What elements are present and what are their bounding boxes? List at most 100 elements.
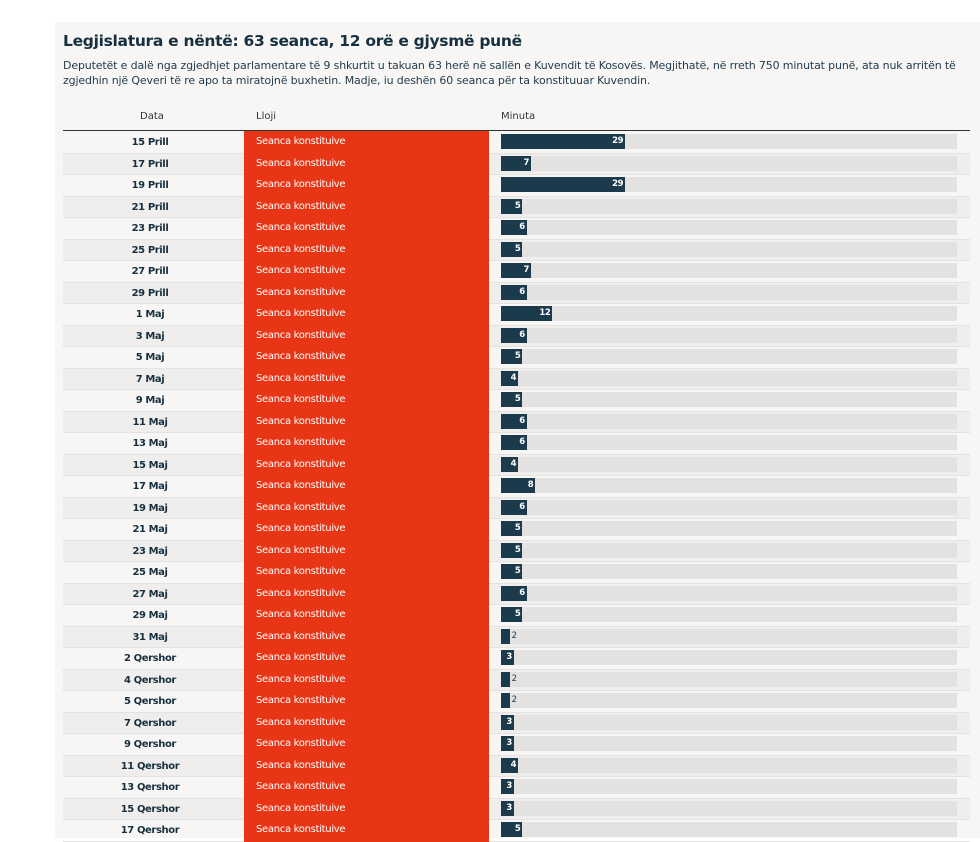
table-row: 5 Qershor Seanca konstituive 2 [63, 690, 970, 713]
table-row: 9 Maj Seanca konstituive 5 [63, 389, 970, 412]
minutes-bar [501, 456, 519, 472]
minutes-label: 3 [506, 738, 512, 748]
type-cell: Seanca konstituive [244, 195, 489, 218]
table-row: 15 Prill Seanca konstituive 29 [63, 131, 970, 154]
bar-track: 4 [501, 456, 957, 472]
bar-track: 29 [501, 177, 957, 192]
minutes-label: 29 [612, 136, 624, 146]
minutes-bar [501, 822, 523, 837]
minutes-bar [501, 413, 527, 429]
bar-track: 6 [501, 284, 957, 300]
minutes-bar [501, 134, 626, 149]
type-cell: Seanca konstituive [244, 346, 489, 369]
date-cell: 15 Maj [132, 459, 168, 471]
type-cell: Seanca konstituive [244, 625, 489, 648]
minutes-bar [501, 542, 523, 558]
date-cell: 9 Qershor [124, 739, 176, 750]
table-row: 27 Maj Seanca konstituive 6 [63, 582, 970, 605]
date-cell: 21 Maj [132, 524, 168, 535]
type-cell: Seanca konstituive [244, 453, 489, 476]
date-cell: 29 Maj [132, 610, 168, 621]
type-cell: Seanca konstituive [244, 604, 489, 627]
minutes-label: 5 [514, 523, 521, 533]
date-cell: 2 Qershor [124, 653, 176, 664]
table-body: 15 Prill Seanca konstituive 29 17 Prill Sean… [63, 131, 970, 842]
minutes-label: 6 [519, 501, 525, 512]
type-label: Seanca konstituive [256, 523, 346, 534]
minutes-label: 5 [514, 200, 521, 211]
bar-track: 2 [501, 628, 957, 644]
table-row: 19 Prill Seanca konstituive 29 [63, 174, 970, 197]
type-label: Seanca konstituive [256, 222, 346, 233]
bar-track: 3 [501, 779, 957, 794]
bar-track: 5 [501, 564, 957, 579]
bar-track: 5 [501, 392, 957, 407]
minutes-label: 5 [514, 394, 521, 404]
minutes-label: 7 [523, 157, 529, 168]
type-label: Seanca konstituive [256, 265, 346, 276]
type-label: Seanca konstituive [256, 480, 346, 491]
minutes-bar [501, 392, 523, 407]
minutes-bar [501, 284, 527, 300]
minutes-bar [501, 327, 527, 343]
column-header-minutes[interactable]: Minuta [501, 111, 536, 122]
table-row: 11 Qershor Seanca konstituive 4 [63, 754, 970, 777]
minutes-label: 6 [519, 222, 525, 232]
type-label: Seanca konstituive [256, 415, 346, 427]
table-row: 29 Prill Seanca konstituive 6 [63, 281, 970, 304]
minutes-label: 6 [519, 437, 525, 447]
minutes-bar [501, 693, 510, 708]
minutes-bar [501, 671, 510, 687]
type-label: Seanca konstituive [256, 286, 346, 298]
bar-track: 3 [501, 736, 957, 751]
type-cell: Seanca konstituive [244, 303, 489, 326]
minutes-bar [501, 478, 536, 493]
type-cell: Seanca konstituive [244, 410, 489, 433]
date-cell: 21 Prill [131, 201, 169, 213]
table-row: 23 Maj Seanca konstituive 5 [63, 539, 970, 562]
date-cell: 5 Maj [135, 352, 165, 363]
bar-track: 4 [501, 757, 957, 773]
date-cell: 17 Maj [132, 481, 168, 492]
date-cell: 27 Prill [131, 266, 169, 277]
table-row: 23 Prill Seanca konstituive 6 [63, 217, 970, 240]
minutes-bar [501, 607, 523, 622]
type-label: Seanca konstituive [256, 394, 346, 405]
date-cell: 29 Prill [131, 287, 169, 299]
column-header-date[interactable]: Data [140, 111, 164, 122]
date-cell: 11 Maj [132, 416, 168, 428]
minutes-bar [501, 714, 514, 730]
date-cell: 19 Maj [132, 502, 168, 514]
bar-track: 6 [501, 220, 957, 235]
bar-track: 12 [501, 306, 957, 321]
minutes-label: 2 [511, 673, 517, 684]
type-label: Seanca konstituive [256, 652, 346, 663]
bar-track: 5 [501, 241, 957, 257]
type-cell: Seanca konstituive [244, 647, 489, 670]
type-label: Seanca konstituive [256, 824, 346, 835]
bar-track: 6 [501, 435, 957, 450]
bar-track: 5 [501, 607, 957, 622]
type-label: Seanca konstituive [256, 458, 346, 470]
column-header-type[interactable]: Lloji [256, 111, 277, 122]
table-row: 31 Maj Seanca konstituive 2 [63, 625, 970, 648]
date-cell: 11 Qershor [120, 760, 180, 772]
date-cell: 15 Qershor [120, 803, 180, 815]
type-label: Seanca konstituive [256, 351, 346, 362]
date-cell: 25 Prill [131, 244, 169, 256]
type-cell: Seanca konstituive [244, 582, 489, 605]
minutes-bar [501, 435, 527, 450]
date-cell: 27 Maj [132, 588, 168, 600]
minutes-bar [501, 220, 527, 235]
table-row: 11 Maj Seanca konstituive 6 [63, 410, 970, 433]
bar-track: 5 [501, 521, 957, 536]
type-cell: Seanca konstituive [244, 152, 489, 175]
type-cell: Seanca konstituive [244, 260, 489, 283]
date-cell: 15 Prill [131, 137, 169, 148]
table-row: 25 Maj Seanca konstituive 5 [63, 561, 970, 584]
date-cell: 23 Prill [131, 223, 169, 234]
type-cell: Seanca konstituive [244, 797, 489, 820]
type-cell: Seanca konstituive [244, 174, 489, 197]
table-row: 3 Maj Seanca konstituive 6 [63, 324, 970, 347]
minutes-bar [501, 521, 523, 536]
